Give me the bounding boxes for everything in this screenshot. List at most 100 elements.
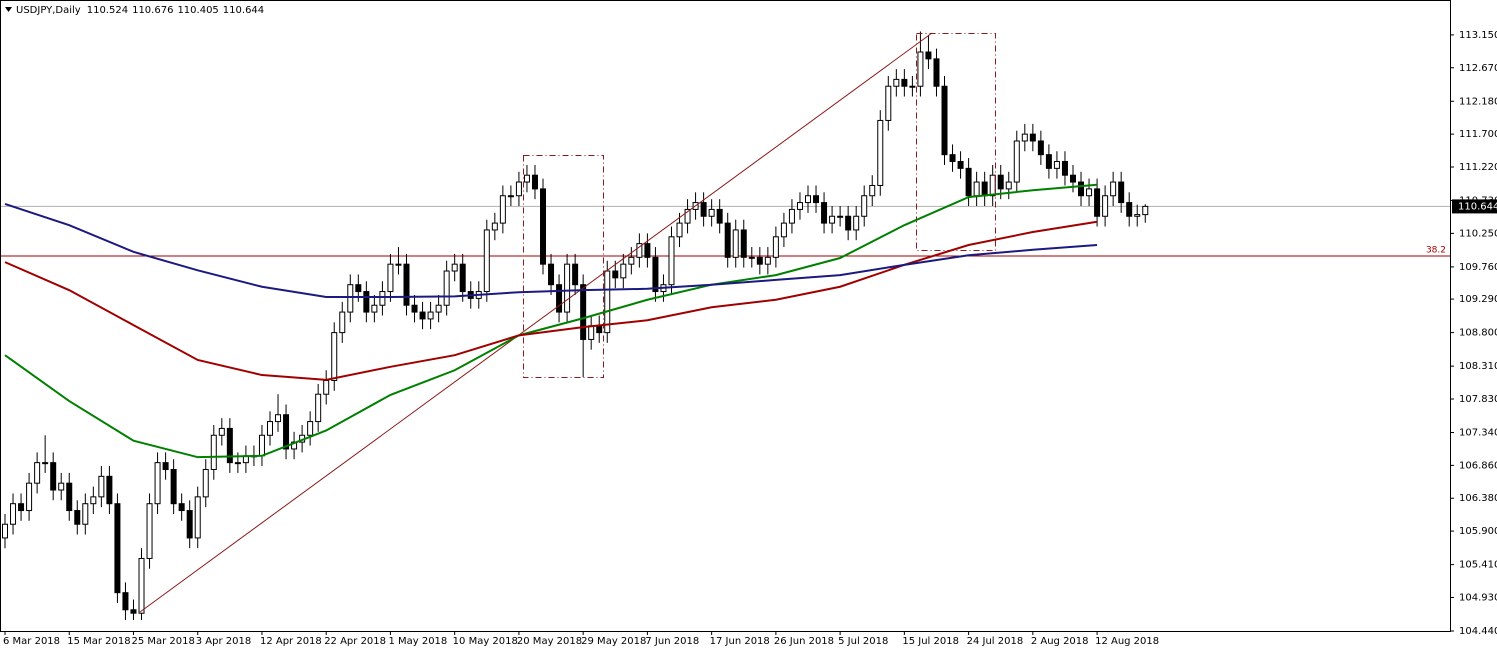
candle-body — [716, 208, 723, 224]
candle-body — [170, 468, 177, 505]
candle-body — [130, 609, 137, 614]
candle-body — [893, 78, 900, 87]
candle-body — [122, 592, 129, 611]
candle-body — [724, 222, 731, 258]
marks: 38.2 — [1, 31, 1450, 621]
candle-body — [435, 304, 442, 313]
candle-body — [973, 181, 980, 197]
candle-body — [548, 263, 555, 286]
candle-body — [1086, 188, 1093, 197]
candle-body — [483, 229, 490, 293]
candle-body — [1005, 181, 1012, 190]
menu-arrow[interactable] — [5, 7, 12, 12]
x-tick-label: 5 Jul 2018 — [838, 636, 888, 647]
candle-body — [612, 270, 619, 279]
range-box — [523, 155, 604, 378]
x-tick-label: 17 Jun 2018 — [710, 636, 770, 647]
x-tick-label: 6 Mar 2018 — [3, 636, 60, 647]
x-tick-label: 1 May 2018 — [388, 636, 447, 647]
x-tick-label: 2 Aug 2018 — [1031, 636, 1089, 647]
x-tick-label: 25 Mar 2018 — [131, 636, 194, 647]
candle-body — [580, 284, 587, 340]
y-tick-label: 105.900 — [1459, 526, 1497, 537]
candle-body — [652, 256, 659, 293]
y-tick-label: 104.440 — [1459, 626, 1497, 637]
candle-body — [443, 270, 450, 306]
candle-body — [917, 51, 924, 87]
candle-body — [379, 291, 386, 306]
trend-line — [139, 32, 933, 613]
moving-average — [4, 183, 1098, 459]
candle-body — [748, 256, 755, 259]
candle-body — [18, 503, 25, 512]
candle-body — [837, 215, 844, 218]
x-tick-label: 7 Jun 2018 — [645, 636, 699, 647]
candle-body — [1053, 161, 1060, 169]
x-tick-label: 3 Apr 2018 — [196, 636, 251, 647]
candle-body — [1061, 161, 1068, 176]
candle-body — [331, 332, 338, 382]
candle-body — [363, 291, 370, 313]
candle-body — [1118, 181, 1125, 204]
y-tick-label: 110.250 — [1459, 228, 1497, 239]
candle-body — [764, 256, 771, 265]
candle-body — [154, 462, 161, 505]
candle-body — [371, 304, 378, 313]
candle-body — [596, 325, 603, 334]
candle-body — [572, 263, 579, 286]
candle-body — [949, 154, 956, 163]
x-tick-label: 15 Jul 2018 — [902, 636, 959, 647]
candle-body — [588, 325, 595, 340]
y-tick-label: 107.830 — [1459, 394, 1497, 405]
y-tick-label: 111.220 — [1459, 162, 1497, 173]
candle-body — [909, 85, 916, 88]
candle-body — [796, 202, 803, 210]
overlay — [4, 183, 1098, 459]
candle-body — [178, 503, 185, 512]
candle-body — [821, 202, 828, 224]
y-tick-label: 107.340 — [1459, 428, 1497, 439]
candle-body — [644, 243, 651, 258]
candle-body — [676, 222, 683, 238]
price-tag — [1452, 199, 1497, 214]
candle-body — [419, 311, 426, 320]
candle-body — [620, 263, 627, 279]
candle-body — [869, 184, 876, 197]
candle-body — [1094, 188, 1101, 217]
x-tick-label: 24 Jul 2018 — [967, 636, 1024, 647]
candle-body — [146, 503, 153, 559]
x-tick-label: 22 Apr 2018 — [324, 636, 386, 647]
x-tick-label: 20 May 2018 — [517, 636, 582, 647]
candle-body — [531, 174, 538, 190]
candle-body — [226, 427, 233, 464]
moving-average — [4, 220, 1098, 381]
candle-body — [210, 434, 217, 470]
x-tick-label: 12 Aug 2018 — [1095, 636, 1159, 647]
candle-body — [901, 78, 908, 87]
candle-body — [965, 167, 972, 197]
low-value: 110.405 — [177, 5, 218, 16]
candle-body — [10, 503, 17, 525]
candle-body — [499, 195, 506, 224]
candle-body — [540, 188, 547, 265]
candle-body — [515, 181, 522, 197]
y-tick-label: 109.760 — [1459, 262, 1497, 273]
fib-level-label: 38.2 — [1426, 245, 1446, 255]
candle-body — [258, 434, 265, 457]
candle-body — [1021, 133, 1028, 142]
x-tick-label: 12 Apr 2018 — [260, 636, 322, 647]
candle-body — [26, 482, 33, 512]
candle-body — [981, 181, 988, 197]
candle-body — [1134, 214, 1141, 217]
candle-body — [708, 208, 715, 217]
open-value: 110.524 — [87, 5, 128, 16]
close-value: 110.644 — [223, 5, 264, 16]
candle-body — [315, 393, 322, 423]
candle-body — [186, 510, 193, 539]
candle-body — [323, 380, 330, 395]
x-tick-label: 29 May 2018 — [581, 636, 646, 647]
candle-body — [138, 557, 145, 614]
candle-body — [114, 503, 121, 594]
y-tick-label: 106.860 — [1459, 460, 1497, 471]
